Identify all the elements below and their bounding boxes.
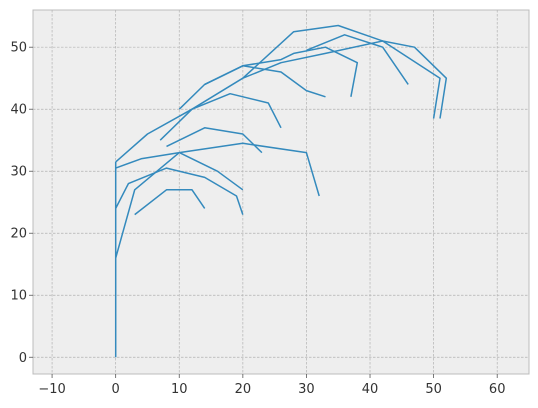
- x-tick-label: 10: [171, 382, 188, 397]
- y-tick-label: 40: [10, 103, 27, 118]
- series-line: [306, 34, 409, 85]
- y-tick-label: 20: [10, 227, 27, 242]
- x-tick-label: 60: [489, 382, 506, 397]
- plot-lines: [114, 24, 448, 358]
- y-tick-label: 0: [19, 351, 27, 366]
- series-line: [166, 127, 263, 154]
- series-line: [115, 151, 244, 191]
- y-tick-label: 50: [10, 41, 27, 56]
- series-line: [114, 142, 320, 259]
- x-tick-label: 50: [425, 382, 442, 397]
- x-tick-label: −10: [38, 382, 65, 397]
- series-line: [159, 92, 282, 141]
- plot-background: [32, 9, 530, 375]
- x-tick-label: 0: [112, 382, 120, 397]
- series-line: [115, 167, 244, 215]
- series-line: [134, 189, 206, 216]
- x-tick-label: 30: [298, 382, 315, 397]
- x-axis: −10 0 10 20 30 40 50 60: [38, 374, 505, 397]
- x-tick-label: 20: [235, 382, 252, 397]
- y-tick-label: 10: [10, 289, 27, 304]
- x-tick-label: 40: [362, 382, 379, 397]
- y-tick-label: 30: [10, 165, 27, 180]
- series-line: [204, 65, 326, 98]
- y-axis: 0 10 20 30 40 50: [10, 41, 33, 366]
- series-line: [115, 40, 441, 163]
- series-line: [242, 24, 448, 119]
